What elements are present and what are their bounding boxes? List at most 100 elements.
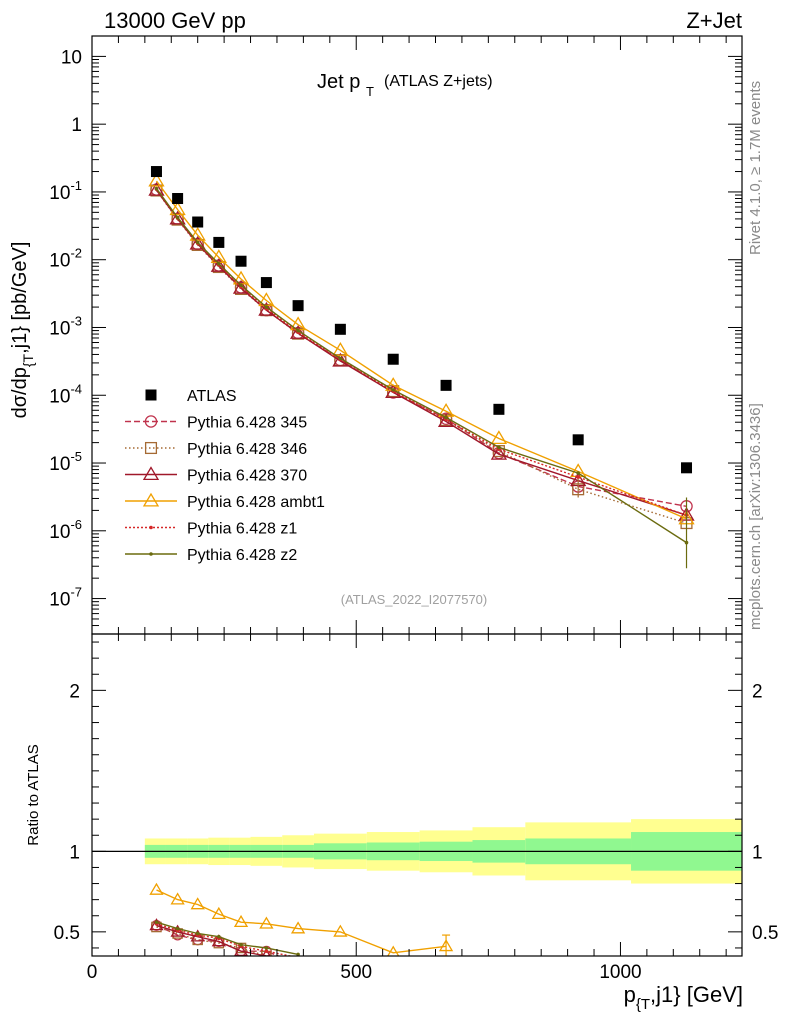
ratio-point-z2 [154,920,159,924]
x-title-b: {T [636,996,650,1013]
point-p370 [169,210,186,225]
main-y-tick-label: 10-3 [49,313,82,339]
ratio-point-z2 [296,952,300,956]
point-z1 [576,475,580,479]
legend-label-p345: Pythia 6.428 345 [187,415,307,432]
plot-title-main: Jet p [317,71,360,93]
point-ambt1 [189,226,206,241]
point-data [172,193,184,205]
tick-base: 10 [49,318,70,339]
point-z2 [175,215,180,220]
series-line-z1 [155,188,687,516]
point-data [213,236,225,248]
ratio-y-tick-label: 0.5 [54,923,80,944]
main-y-title-b: {T [20,353,36,367]
main-y-tick-label: 10 [61,47,82,68]
x-tick-label: 1000 [599,962,641,983]
point-data [292,300,304,312]
ratio-point-z2 [195,931,200,936]
point-data [387,353,399,365]
ratio-y-tick-label: 1 [69,842,80,863]
legend-label-ambt1: Pythia 6.428 ambt1 [187,494,325,511]
point-data [493,403,505,415]
point-z2 [497,445,501,450]
legend-marker-p370 [142,466,160,481]
point-data [572,434,584,446]
series-line-p345 [155,189,687,507]
main-y-axis-title: dσ/dp{T,j1} [pb/GeV] [9,242,36,419]
point-data [150,166,162,178]
ratio-y-tick-label-right: 2 [752,681,763,702]
ratio-point-z2 [217,934,221,939]
ratio-point-ambt1 [170,892,185,905]
side-label-bottom: mcplots.cern.ch [arXiv:1306.3436] [747,403,764,630]
legend-label-p346: Pythia 6.428 346 [187,441,307,458]
header-right: Z+Jet [686,8,742,33]
point-ambt1 [332,342,349,356]
tick-base: 1 [71,115,82,136]
point-z2 [195,240,200,245]
ratio-point-p370 [233,943,249,956]
ratio-point-ambt1 [333,924,348,937]
point-p370 [437,413,455,428]
header-left: 13000 GeV pp [104,8,246,33]
side-label-top: Rivet 4.1.0, ≥ 1.7M events [747,81,764,255]
ratio-point-p370 [211,934,226,947]
point-ambt1 [169,201,186,216]
main-y-tick-label: 10-2 [49,246,82,272]
legend-marker-z1 [149,525,153,530]
ratio-point-p370 [149,918,164,931]
legend-label-z2: Pythia 6.428 z2 [187,547,297,564]
tick-exp: -4 [70,381,82,396]
legend: ATLAS Pythia 6.428 345 Pythia 6.428 346 Pyt… [125,388,325,564]
point-z2 [391,388,396,392]
ratio-y-tick-label: 2 [69,681,80,702]
legend-marker-ambt1 [142,492,160,507]
plot-title-suffix: (ATLAS Z+jets) [384,73,493,90]
analysis-id: (ATLAS_2022_I2077570) [341,592,487,607]
point-p346 [150,184,163,197]
ratio-y-tick-label-right: 0.5 [752,923,778,944]
ratio-point-ambt1 [387,945,400,956]
series-line-p370 [155,189,687,516]
ratio-point-ambt1 [149,882,164,895]
tick-base: 10 [61,47,82,68]
legend-marker-p346 [144,441,158,455]
main-y-tick-label: 10-4 [49,381,82,407]
svg-text:p{T,j1} [GeV]: p{T,j1} [GeV] [624,982,743,1013]
tick-exp: -2 [70,246,82,261]
point-data [235,255,247,267]
ratio-series-group [149,882,454,969]
x-title-c: ,j1} [GeV] [650,982,743,1007]
ratio-point-p370 [292,958,304,968]
point-ambt1 [490,430,508,445]
point-z2 [296,328,300,333]
point-data [260,277,272,289]
ratio-frame [91,633,743,957]
tick-base: 10 [49,590,70,611]
tick-exp: -1 [70,178,82,193]
tick-exp: -7 [70,585,82,600]
tick-base: 10 [49,386,70,407]
tick-base: 10 [49,522,70,543]
ratio-point-p345 [293,959,303,969]
main-y-tick-label: 10-1 [49,178,82,204]
tick-base: 10 [49,454,70,475]
ratio-point-ambt1 [233,914,249,928]
legend-marker-p345 [144,415,158,428]
main-y-title-a: dσ/dp [9,367,31,418]
x-tick-label: 500 [340,962,372,983]
point-p370 [148,181,165,196]
ratio-point-p370 [262,948,271,956]
tick-base: 10 [49,251,70,272]
point-data [192,216,204,228]
x-title-a: p [624,982,636,1007]
legend-label-p370: Pythia 6.428 370 [187,468,307,485]
legend-marker-data [145,389,157,401]
ratio-point-ambt1 [211,906,226,919]
tick-exp: -3 [70,313,82,328]
main-frame [91,35,743,635]
tick-exp: -5 [70,449,82,464]
ratio-point-z2 [239,942,243,947]
